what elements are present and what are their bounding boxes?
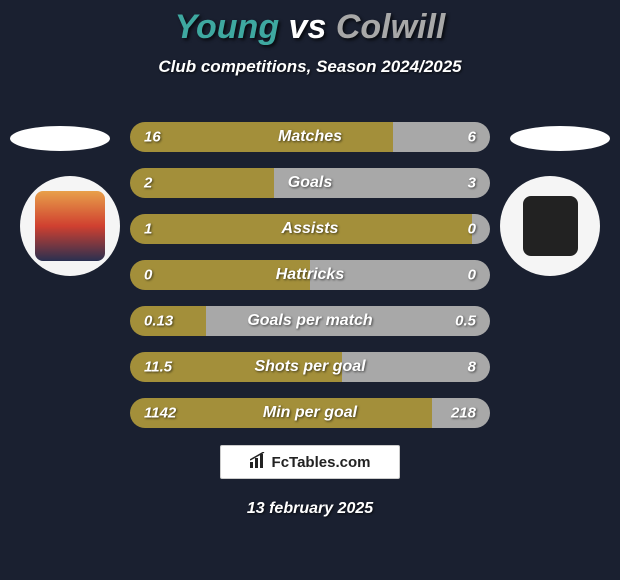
stat-value-left: 16 xyxy=(144,129,161,146)
stat-value-right: 218 xyxy=(451,405,476,422)
player1-avatar xyxy=(10,126,110,151)
stat-value-right: 0 xyxy=(468,221,476,238)
stat-value-left: 1 xyxy=(144,221,152,238)
stat-value-left: 11.5 xyxy=(144,359,172,376)
stat-value-right: 0 xyxy=(468,267,476,284)
stat-bar-right xyxy=(274,168,490,198)
player2-name: Colwill xyxy=(336,8,446,46)
stat-row: 0.130.5Goals per match xyxy=(130,306,490,336)
stat-bar-right xyxy=(206,306,490,336)
stat-bars: 166Matches23Goals10Assists00Hattricks0.1… xyxy=(130,122,490,444)
stat-value-right: 8 xyxy=(468,359,476,376)
stat-row: 00Hattricks xyxy=(130,260,490,290)
stat-value-right: 3 xyxy=(468,175,476,192)
stat-row: 11.58Shots per goal xyxy=(130,352,490,382)
crest-icon xyxy=(523,196,578,256)
stat-bar-right xyxy=(310,260,490,290)
stat-value-left: 2 xyxy=(144,175,152,192)
stat-row: 23Goals xyxy=(130,168,490,198)
stat-row: 166Matches xyxy=(130,122,490,152)
player1-name: Young xyxy=(175,8,280,46)
stat-row: 1142218Min per goal xyxy=(130,398,490,428)
stat-value-left: 0.13 xyxy=(144,313,173,330)
date: 13 february 2025 xyxy=(0,500,620,518)
player2-avatar xyxy=(510,126,610,151)
vs-text: vs xyxy=(289,8,327,46)
stat-value-right: 6 xyxy=(468,129,476,146)
logo-box[interactable]: FcTables.com xyxy=(220,445,400,479)
crest-icon xyxy=(35,191,105,261)
infographic-container: Young vs Colwill Club competitions, Seas… xyxy=(0,0,620,580)
player1-club-crest xyxy=(20,176,120,276)
logo-icon xyxy=(250,452,268,472)
stat-bar-left xyxy=(130,122,393,152)
stat-bar-left xyxy=(130,260,310,290)
subtitle: Club competitions, Season 2024/2025 xyxy=(0,57,620,77)
stat-row: 10Assists xyxy=(130,214,490,244)
stat-value-left: 1142 xyxy=(144,405,176,422)
page-title: Young vs Colwill xyxy=(0,0,620,47)
stat-bar-left xyxy=(130,214,472,244)
stat-value-left: 0 xyxy=(144,267,152,284)
logo-text: FcTables.com xyxy=(272,454,371,471)
player2-club-crest xyxy=(500,176,600,276)
stat-value-right: 0.5 xyxy=(455,313,476,330)
